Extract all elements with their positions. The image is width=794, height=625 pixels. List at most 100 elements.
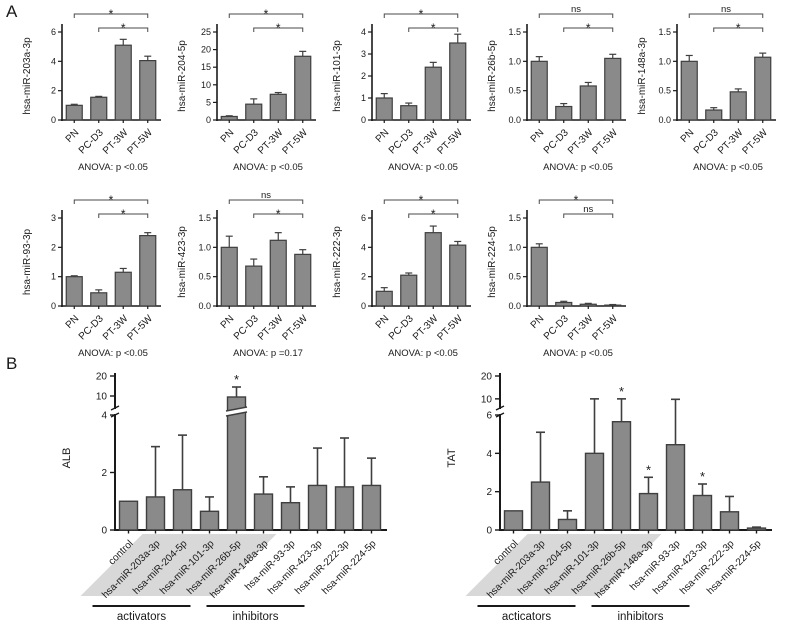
x-tick-label: PT-5W [280,313,310,343]
anova-caption: ANOVA: p <0.05 [543,162,613,173]
bar [579,303,597,307]
bar [375,97,393,121]
sig-bracket [73,13,149,18]
x-tick-label: PT-3W [411,127,441,157]
y-tick-label: 6 [486,411,492,422]
bar [65,104,83,121]
chart-hsa-mir-224-5p: * ns 0.0 0.5 1.0 1.5 PN PC-D3 PT-3W PT-5W ANOVA: p… [483,186,638,373]
bar [245,265,263,307]
y-tick-label: 1.0 [198,242,211,252]
x-tick-label: PC-D3 [232,127,261,156]
chart-alb: 0 2 4 10 20 control hsa-miR-203a-3p hsa-miR-204… [40,368,400,625]
sig-label: * [276,207,281,221]
y-axis-title: hsa-miR-101-3p [332,40,343,112]
x-tick-label: PC-D3 [692,127,721,156]
sig-label: * [109,193,114,207]
bar [400,274,418,307]
bar [220,115,238,121]
y-tick-label: 6 [361,213,366,223]
sig-label: * [431,207,436,221]
y-axis-title: hsa-miR-148a-3p [637,37,648,115]
bar [604,57,622,121]
x-tick-label: PT-5W [740,127,770,157]
chart-hsa-mir-101-3p: * * 0 1 2 3 4 PN PC-D3 PT-3W PT-5W ANOVA: p <0.05 hs… [328,0,483,187]
y-tick-label: 25 [201,27,211,37]
sig-bracket [538,199,614,204]
x-tick-label: PT-3W [101,127,131,157]
bar [579,85,597,121]
x-tick-label: PC-D3 [542,313,571,342]
bar-break-gap [226,407,247,416]
x-tick-label: PC-D3 [387,127,416,156]
sig-label: ns [583,204,593,215]
bar [555,105,573,121]
sig-label: ns [571,4,581,15]
y-tick-label: 10 [481,394,493,405]
sig-bracket [408,27,459,32]
sig-bracket [688,13,764,18]
bar [424,232,442,307]
x-tick-label: PT-5W [435,127,465,157]
y-tick-label: 0.5 [198,272,211,282]
chart-hsa-mir-423-3p: ns * 0.0 0.5 1.0 1.5 PN PC-D3 PT-3W PT-5W ANOVA: p… [173,186,328,373]
sig-label: * [736,21,741,35]
group-label: inhibitors [232,611,278,623]
bar [361,484,382,531]
y-tick-label: 5 [206,97,211,107]
anova-caption: ANOVA: p <0.05 [233,162,303,173]
bar [503,510,524,531]
y-tick-label: 1 [361,93,366,103]
bar-break-edge [225,406,248,412]
bar [449,42,467,121]
x-tick-label: PN [64,127,82,145]
y-tick-label: 0.5 [508,86,521,96]
y-tick-label: 1.0 [658,56,671,66]
y-tick-label: 0.0 [508,301,521,311]
bar [294,55,312,121]
anova-caption: ANOVA: p =0.17 [233,348,303,359]
x-tick-label: PT-5W [590,313,620,343]
bar [114,44,132,121]
y-axis-title: hsa-miR-203a-3p [22,37,33,115]
bar [172,489,193,531]
sig-bracket [98,213,149,218]
sig-label: * [121,21,126,35]
x-tick-label: PT-5W [590,127,620,157]
x-tick-label: PT-5W [125,313,155,343]
x-tick-label: PC-D3 [232,313,261,342]
y-axis-title: hsa-miR-26b-5p [487,40,498,112]
y-tick-label: 20 [96,372,108,383]
sig-bracket [253,27,304,32]
y-tick-label: 0 [206,115,211,125]
bar [692,494,713,531]
group-label: acticators [502,611,551,623]
y-tick-label: 2 [486,487,492,498]
bar [245,103,263,121]
bar [680,60,698,121]
y-tick-label: 0.5 [658,86,671,96]
axis-break-mark [495,405,505,411]
y-tick-label: 20 [481,372,493,383]
chart-hsa-mir-26b-5p: ns * 0.0 0.5 1.0 1.5 PN PC-D3 PT-3W PT-5W ANOVA: p… [483,0,638,187]
x-tick-label: PT-5W [435,313,465,343]
bar [424,66,442,121]
bar [449,244,467,307]
x-tick-label: PT-3W [256,127,286,157]
y-axis-title: hsa-miR-222-3p [332,226,343,298]
y-tick-label: 0 [361,115,366,125]
bar [611,421,632,531]
bar [719,511,740,531]
x-tick-label: PT-5W [280,127,310,157]
bar [145,496,166,531]
sig-bracket [73,199,149,204]
x-tick-label: PT-3W [566,313,596,343]
sig-bracket [383,13,459,18]
sig-bracket [253,213,304,218]
sig-bracket [383,199,459,204]
y-tick-label: 0.0 [198,301,211,311]
bar [307,484,328,531]
activator-shading [465,534,662,596]
